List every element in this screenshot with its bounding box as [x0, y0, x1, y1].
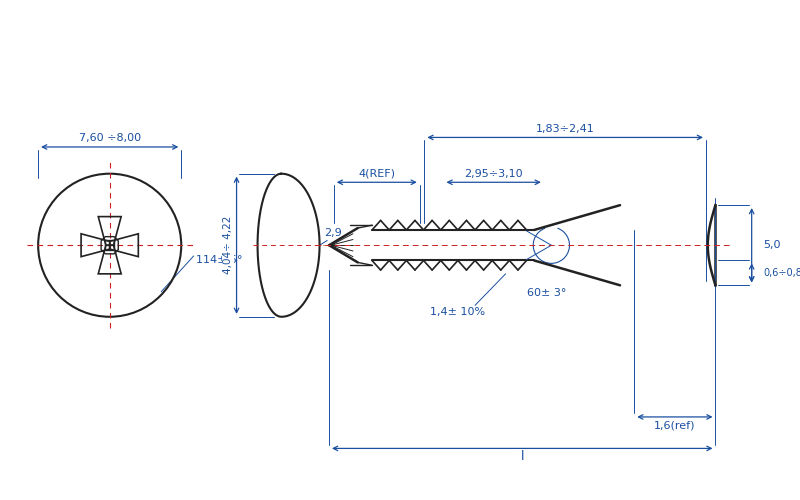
Text: 4,04÷ 4,22: 4,04÷ 4,22	[223, 216, 233, 274]
Text: 1,83÷2,41: 1,83÷2,41	[536, 124, 594, 134]
Text: 60± 3°: 60± 3°	[527, 288, 566, 298]
Text: 114± 5°: 114± 5°	[195, 254, 242, 264]
Text: 1,4± 10%: 1,4± 10%	[430, 307, 486, 317]
Text: 2,95÷3,10: 2,95÷3,10	[464, 168, 523, 178]
Text: 2,9: 2,9	[324, 228, 342, 237]
Text: 4(REF): 4(REF)	[358, 168, 395, 178]
Text: 7,60 ÷8,00: 7,60 ÷8,00	[78, 134, 141, 143]
Text: l: l	[521, 450, 524, 464]
Text: 1,6(ref): 1,6(ref)	[654, 420, 696, 430]
Text: 5,0: 5,0	[763, 240, 781, 250]
Text: 0,6÷0,8: 0,6÷0,8	[763, 268, 800, 278]
